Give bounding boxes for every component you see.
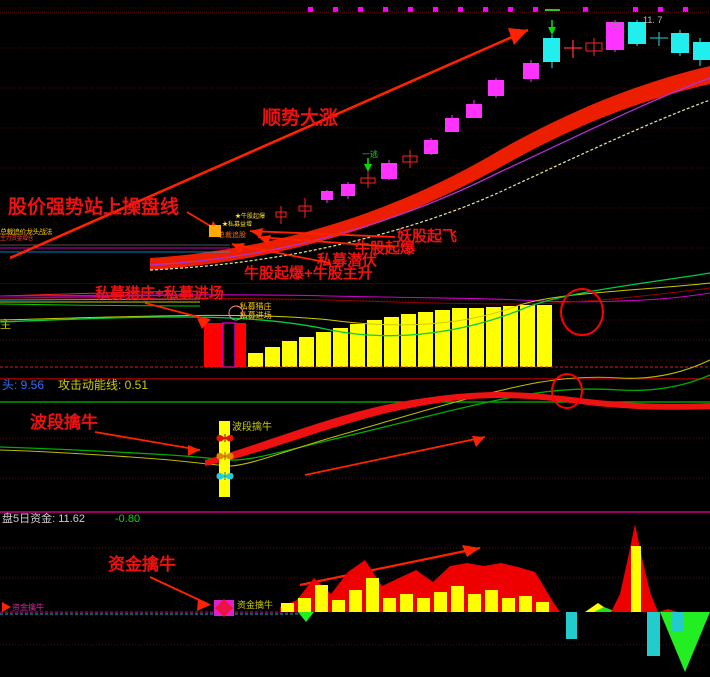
svg-text:私募猎庄+私募进场: 私募猎庄+私募进场: [94, 284, 224, 302]
svg-text:★牛股起爆: ★牛股起爆: [235, 212, 265, 220]
svg-text:顺势大涨: 顺势大涨: [262, 106, 338, 129]
svg-text:股价强势站上操盘线: 股价强势站上操盘线: [8, 195, 179, 218]
svg-text:盘5日资金: 11.62: 盘5日资金: 11.62: [2, 511, 85, 525]
svg-text:牛股起爆+牛股主升: 牛股起爆+牛股主升: [244, 264, 373, 282]
svg-text:头: 9.56: 头: 9.56: [2, 378, 44, 392]
svg-text:资金擒牛: 资金擒牛: [12, 602, 44, 612]
svg-text:波段擒牛: 波段擒牛: [232, 420, 272, 433]
svg-text:攻击动能线: 0.51: 攻击动能线: 0.51: [58, 378, 148, 392]
svg-text:11. 7: 11. 7: [643, 15, 662, 25]
svg-text:总裁追股: 总裁追股: [218, 230, 246, 239]
svg-text:-0.80: -0.80: [115, 513, 140, 525]
svg-text:资金擒牛: 资金擒牛: [237, 599, 273, 610]
svg-text:★私募益增: ★私募益增: [222, 220, 252, 228]
svg-text:总裁追价龙头战法: 总裁追价龙头战法: [0, 227, 52, 236]
svg-text:一逃: 一逃: [362, 149, 378, 159]
svg-text:主力资金增仓: 主力资金增仓: [0, 234, 34, 242]
svg-text:波段擒牛: 波段擒牛: [30, 412, 98, 432]
svg-text:资金擒牛: 资金擒牛: [108, 554, 176, 574]
